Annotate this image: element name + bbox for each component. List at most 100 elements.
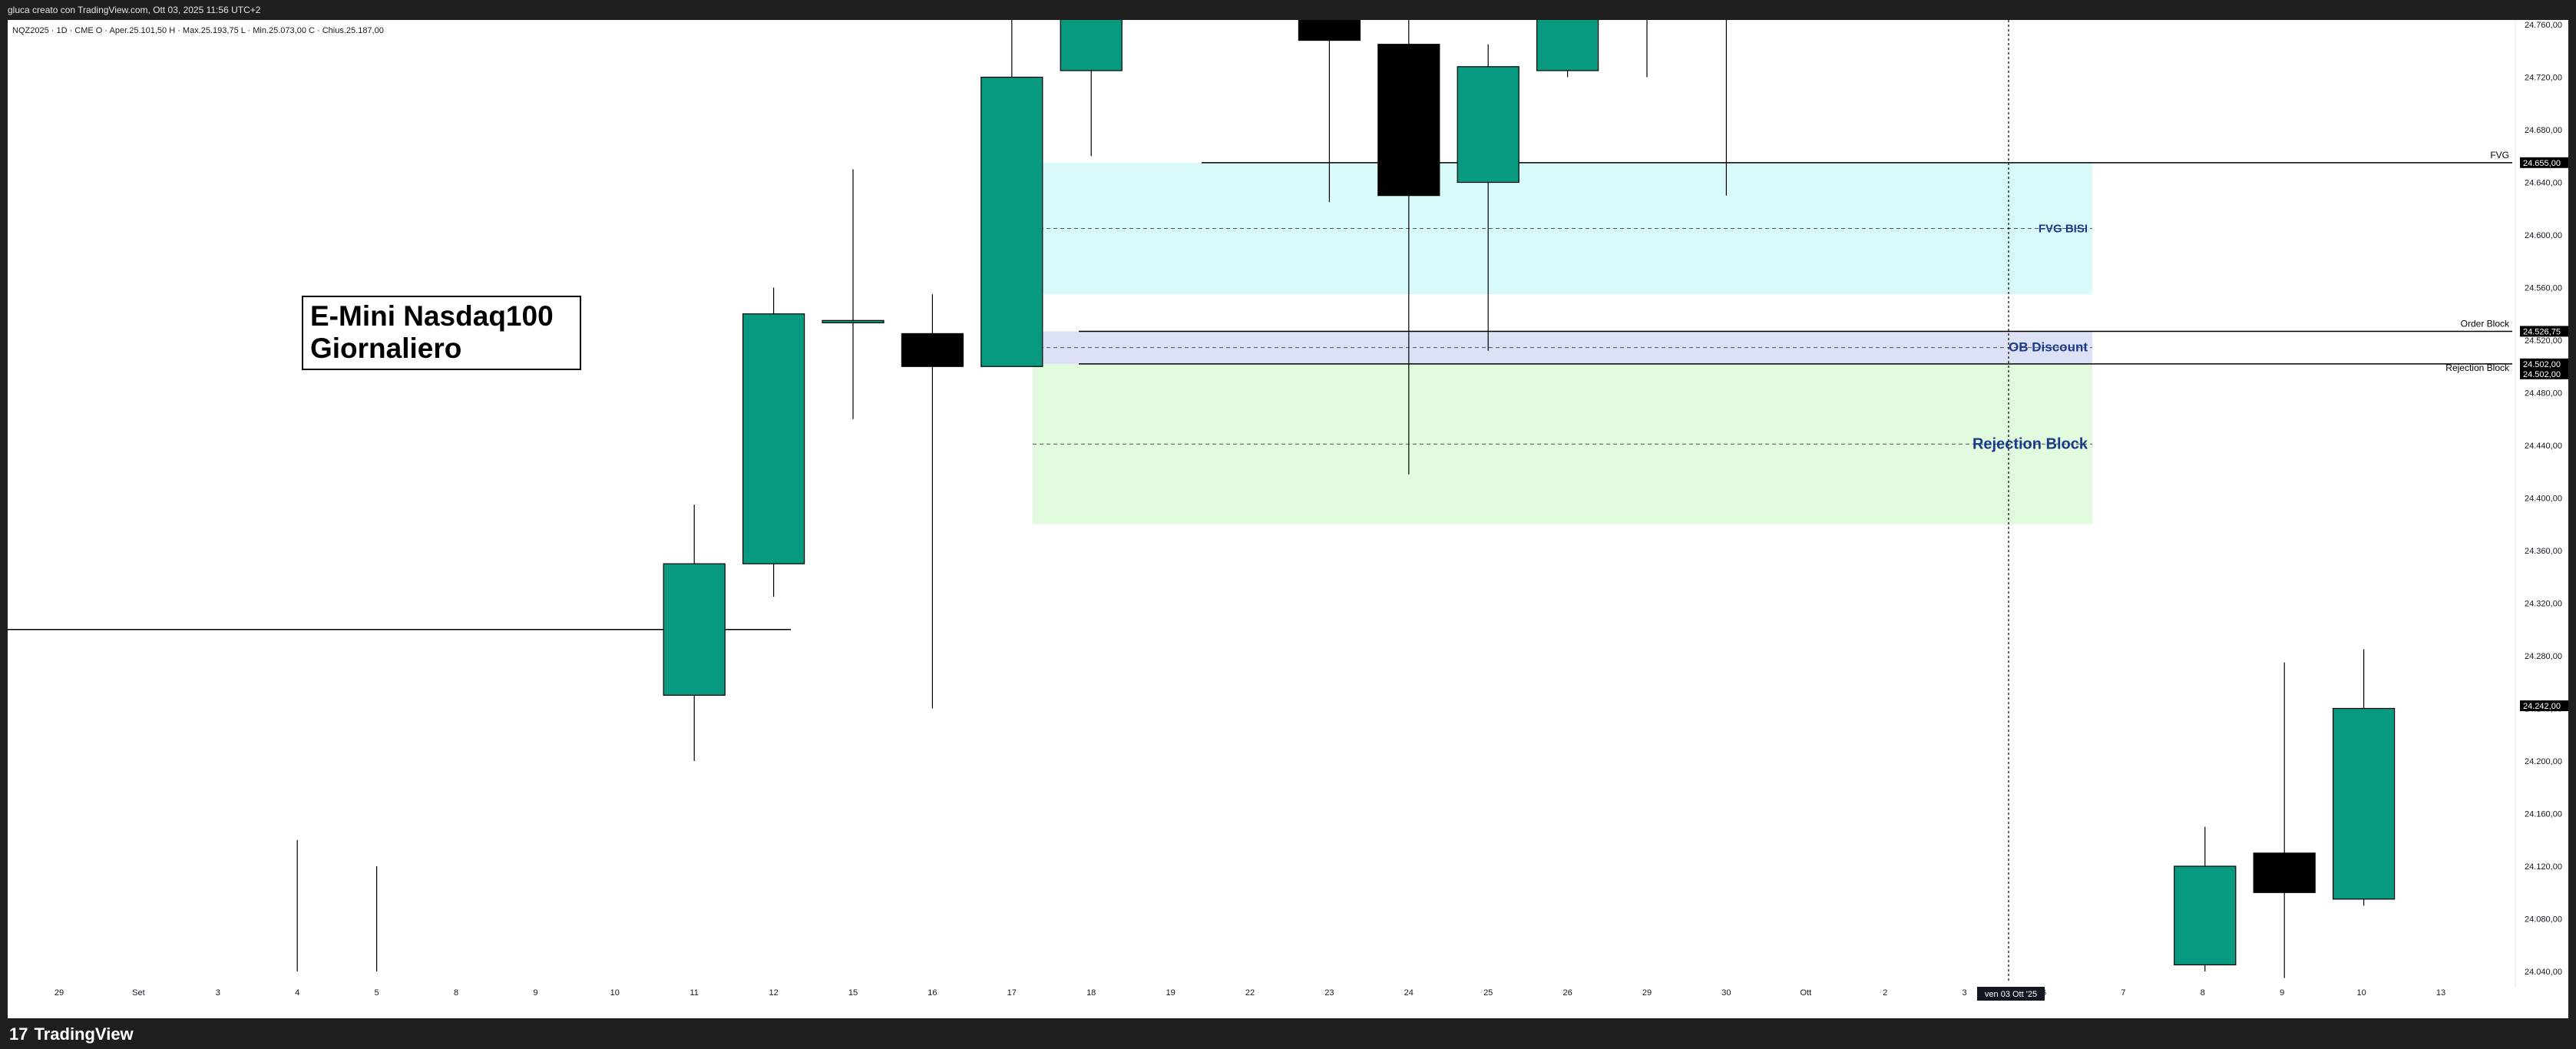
- x-tick-label: 3: [216, 988, 220, 998]
- candle[interactable]: [1616, 0, 1678, 78]
- title-line-1: E-Mini Nasdaq100: [310, 300, 554, 332]
- candle-body-down: [1298, 0, 1361, 41]
- y-tick-label: 24.360,00: [2525, 547, 2562, 556]
- x-tick-label: 16: [928, 988, 937, 998]
- x-tick-label: 10: [610, 988, 620, 998]
- candle[interactable]: [1536, 0, 1599, 78]
- x-tick-label: 8: [454, 988, 458, 998]
- x-tick-label: 18: [1086, 988, 1096, 998]
- candle-body-up: [1457, 66, 1519, 184]
- x-tick-label: 29: [1642, 988, 1652, 998]
- candle-body-up: [1536, 0, 1599, 71]
- title-line-2: Giornaliero: [310, 333, 461, 364]
- y-tick-label: 24.080,00: [2525, 915, 2562, 925]
- y-tick-label: 24.640,00: [2525, 179, 2562, 188]
- x-tick-label: 5: [375, 988, 379, 998]
- y-tick-label: 24.520,00: [2525, 336, 2562, 346]
- y-tick-label: 24.320,00: [2525, 600, 2562, 609]
- candle-body-up: [2174, 865, 2237, 966]
- price-label: 24.242,00: [2523, 702, 2561, 711]
- x-tick-label: 26: [1562, 988, 1572, 998]
- footer: 17 TradingView: [0, 1018, 2576, 1049]
- x-tick-label: 19: [1166, 988, 1175, 998]
- x-tick-label: 24: [1404, 988, 1414, 998]
- y-tick-label: 24.120,00: [2525, 862, 2562, 872]
- price-label-box: [2520, 326, 2569, 337]
- candle-body-up: [742, 313, 805, 564]
- candle[interactable]: [2174, 826, 2237, 971]
- current-date-label: ven 03 Ott '25: [1985, 990, 2037, 999]
- x-tick-label: Ott: [1800, 988, 1811, 998]
- candle-body-up: [980, 76, 1043, 367]
- candle[interactable]: [1377, 0, 1440, 475]
- candle-body-down: [1377, 44, 1440, 197]
- price-label: 24.502,00: [2523, 370, 2561, 379]
- tradingview-brand: TradingView: [34, 1024, 134, 1044]
- candle-body-up: [2333, 707, 2396, 900]
- x-tick-label: 4: [295, 988, 299, 998]
- candlestick-chart[interactable]: NQZ2025 · 1D · CME O · Aper.25.101,50 H …: [8, 0, 2569, 1018]
- y-tick-label: 24.040,00: [2525, 968, 2562, 977]
- chart-frame[interactable]: NQZ2025 · 1D · CME O · Aper.25.101,50 H …: [8, 0, 2569, 1018]
- x-tick-label: 29: [55, 988, 64, 998]
- x-tick-label: 17: [1007, 988, 1017, 998]
- y-tick-label: 24.680,00: [2525, 126, 2562, 135]
- candle[interactable]: [822, 169, 885, 419]
- y-tick-label: 24.280,00: [2525, 652, 2562, 661]
- order-block-label: Order Block: [2461, 318, 2510, 329]
- y-tick-label: 24.440,00: [2525, 442, 2562, 451]
- zone-label-ob: OB Discount: [2009, 340, 2088, 355]
- x-tick-label: 9: [2280, 988, 2284, 998]
- candle[interactable]: [901, 294, 964, 709]
- candle[interactable]: [1060, 0, 1123, 157]
- x-tick-label: 22: [1245, 988, 1255, 998]
- candle-body-up: [663, 563, 726, 696]
- x-tick-label: 12: [769, 988, 778, 998]
- x-tick-label: 10: [2356, 988, 2366, 998]
- tradingview-logo[interactable]: 17 TradingView: [9, 1024, 134, 1044]
- candle[interactable]: [742, 287, 805, 597]
- y-tick-label: 24.600,00: [2525, 231, 2562, 240]
- x-tick-label: 23: [1324, 988, 1334, 998]
- candle[interactable]: [2333, 649, 2396, 906]
- x-tick-label: 25: [1483, 988, 1493, 998]
- rejection-block-label-3: Rejection Block: [2445, 362, 2510, 373]
- zone-label-rejection: Rejection Block: [1973, 435, 2088, 452]
- price-label: 24.502,00: [2523, 360, 2561, 369]
- y-tick-label: 24.400,00: [2525, 495, 2562, 504]
- x-tick-label: 13: [2436, 988, 2445, 998]
- price-label-box: [2520, 358, 2569, 369]
- candle[interactable]: [1695, 0, 1757, 196]
- price-label: 24.655,00: [2523, 159, 2561, 168]
- candle-body-down: [901, 333, 964, 367]
- candle[interactable]: [1457, 44, 1519, 351]
- attribution-bar: gluca creato con TradingView.com, Ott 03…: [0, 0, 2576, 20]
- candle[interactable]: [663, 505, 726, 761]
- x-tick-label: 3: [1963, 988, 1967, 998]
- current-date-box: [1977, 987, 2045, 1001]
- tradingview-logo-icon: 17: [9, 1024, 28, 1044]
- x-tick-label: 11: [689, 988, 698, 998]
- x-tick-label: 15: [848, 988, 858, 998]
- candle[interactable]: [2253, 662, 2316, 978]
- candle-body-up: [1060, 0, 1123, 71]
- x-tick-label: 30: [1721, 988, 1731, 998]
- candle-body-up: [822, 319, 885, 323]
- y-tick-label: 24.720,00: [2525, 74, 2562, 83]
- x-tick-label: 8: [2201, 988, 2205, 998]
- x-tick-label: 9: [533, 988, 537, 998]
- y-tick-label: 24.560,00: [2525, 284, 2562, 293]
- x-tick-label: 7: [2121, 988, 2125, 998]
- y-tick-label: 24.200,00: [2525, 757, 2562, 766]
- y-tick-label: 24.480,00: [2525, 389, 2562, 399]
- candle[interactable]: [980, 0, 1043, 367]
- title-box[interactable]: E-Mini Nasdaq100 Giornaliero: [302, 296, 581, 370]
- fvg-label: FVG: [2490, 150, 2509, 160]
- price-label-box: [2520, 700, 2569, 712]
- x-tick-label: Set: [132, 988, 145, 998]
- symbol-line: NQZ2025 · 1D · CME O · Aper.25.101,50 H …: [12, 26, 384, 35]
- y-tick-label: 24.760,00: [2525, 21, 2562, 30]
- price-label-box: [2520, 157, 2569, 168]
- attribution-text: gluca creato con TradingView.com, Ott 03…: [8, 5, 261, 15]
- candle-body-down: [2253, 852, 2316, 893]
